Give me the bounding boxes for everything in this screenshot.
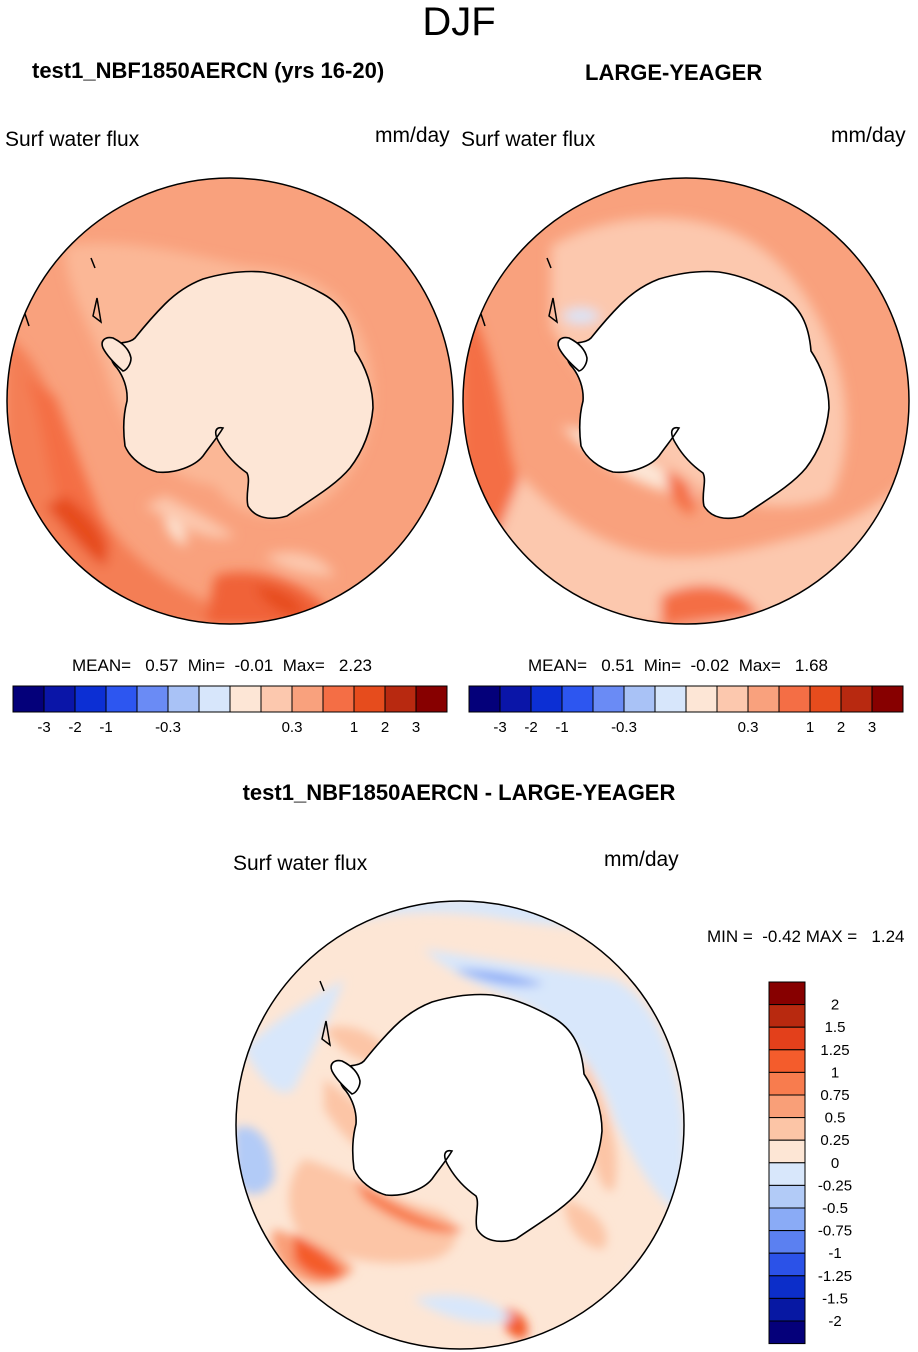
diff-colorbar-label: 0.75 — [820, 1087, 849, 1104]
panel1-colorbar-swatch — [167, 685, 200, 713]
panel1-colorbar-tick-label: 0.3 — [282, 719, 303, 736]
diff-colorbar-swatch — [768, 1071, 806, 1096]
diff-colorbar-label: -0.75 — [818, 1223, 852, 1240]
panel1-colorbar-swatch — [353, 685, 386, 713]
panel1-colorbar-swatch — [229, 685, 262, 713]
panel2-polar-map — [462, 177, 910, 625]
diff-colorbar-label: -1.25 — [818, 1268, 852, 1285]
diff-colorbar-swatch — [768, 1139, 806, 1164]
panel2-colorbar-swatch — [592, 685, 625, 713]
diff-colorbar-swatch — [768, 1320, 806, 1345]
panel2-colorbar-tick-label: 2 — [837, 719, 845, 736]
panel1-colorbar-tick-label: 1 — [350, 719, 358, 736]
diff-colorbar-label: 1.25 — [820, 1042, 849, 1059]
panel1-colorbar-swatch — [12, 685, 45, 713]
panel1-colorbar-tick-label: -2 — [68, 719, 81, 736]
diff-colorbar-swatch — [768, 981, 806, 1006]
panel2-colorbar-tick-label: 3 — [868, 719, 876, 736]
season-title: DJF — [422, 0, 496, 44]
panel2-colorbar-swatch — [561, 685, 594, 713]
panel1-colorbar-swatch — [43, 685, 76, 713]
diff-colorbar-swatch — [768, 1230, 806, 1254]
diff-colorbar-label: -1 — [828, 1245, 841, 1262]
panel1-colorbar: -3 -2 -1 -0.3 0.3 1 2 3 — [12, 685, 448, 736]
diff-minmax: MIN = -0.42 MAX = 1.24 — [707, 927, 905, 946]
panel1-stats: MEAN= 0.57 Min= -0.01 Max= 2.23 — [72, 656, 373, 675]
panel2-colorbar-tick-label: -2 — [524, 719, 537, 736]
diff-colorbar-label: 0 — [831, 1155, 839, 1172]
diff-colorbar-swatch — [768, 1297, 806, 1322]
panel2-colorbar-swatch — [685, 685, 718, 713]
panel2-title: LARGE-YEAGER — [585, 60, 763, 85]
panel2-colorbar-tick-label: 0.3 — [738, 719, 759, 736]
panel2-variable-label: Surf water flux — [461, 128, 596, 151]
diff-colorbar-label: 1 — [831, 1064, 839, 1081]
panel1-colorbar-tick-label: 3 — [412, 719, 420, 736]
diff-colorbar-label: -2 — [828, 1313, 841, 1330]
diff-colorbar: 2 1.5 1.25 1 0.75 0.5 0.25 0 -0.25 -0.5 -0.75 -1 -1.… — [768, 981, 852, 1345]
diff-colorbar-label: 0.5 — [825, 1110, 846, 1127]
panel1-colorbar-swatch — [260, 685, 293, 713]
diff-title: test1_NBF1850AERCN - LARGE-YEAGER — [242, 780, 676, 805]
panel2-units-label: mm/day — [831, 124, 906, 147]
panel1-colorbar-swatch — [291, 685, 324, 713]
panel2-colorbar-swatch — [840, 685, 873, 713]
panel2-colorbar-tick-label: -0.3 — [611, 719, 637, 736]
diff-colorbar-label: -0.25 — [818, 1177, 852, 1194]
panel2-colorbar-swatch — [623, 685, 656, 713]
panel1-units-label: mm/day — [375, 124, 450, 147]
panel1-colorbar-tick-label: 2 — [381, 719, 389, 736]
diff-colorbar-swatch — [768, 1162, 806, 1186]
panel1-colorbar-swatch — [136, 685, 169, 713]
diff-colorbar-label: -0.5 — [822, 1200, 848, 1217]
diff-colorbar-swatch — [768, 1207, 806, 1232]
panel1-colorbar-tick-label: -3 — [37, 719, 50, 736]
diff-colorbar-swatch — [768, 1117, 806, 1141]
panel2-stats: MEAN= 0.51 Min= -0.02 Max= 1.68 — [528, 656, 829, 675]
panel2-colorbar-tick-label: 1 — [806, 719, 814, 736]
diff-colorbar-swatch — [768, 1004, 806, 1028]
diff-colorbar-label: 0.25 — [820, 1132, 849, 1149]
panel2-colorbar-swatch — [778, 685, 811, 713]
diff-colorbar-label: 2 — [831, 997, 839, 1014]
panel2-colorbar: -3 -2 -1 -0.3 0.3 1 2 3 — [468, 685, 904, 736]
panel1-polar-map — [6, 177, 454, 625]
diff-polar-map — [235, 900, 685, 1350]
panel1-colorbar-swatch — [415, 685, 448, 713]
panel2-colorbar-swatch — [809, 685, 842, 713]
diff-colorbar-swatch — [768, 1184, 806, 1209]
panel2-colorbar-swatch — [747, 685, 780, 713]
panel2-colorbar-swatch — [654, 685, 687, 713]
diff-colorbar-swatch — [768, 1094, 806, 1119]
panel2-colorbar-swatch — [530, 685, 563, 713]
panel1-colorbar-swatch — [198, 685, 231, 713]
panel1-title: test1_NBF1850AERCN (yrs 16-20) — [32, 58, 385, 83]
panel1-colorbar-swatch — [322, 685, 355, 713]
panel2-colorbar-swatch — [871, 685, 904, 713]
panel1-colorbar-tick-label: -1 — [99, 719, 112, 736]
diff-units-label: mm/day — [604, 848, 679, 871]
diff-colorbar-swatch — [768, 1275, 806, 1299]
diff-colorbar-swatch — [768, 1252, 806, 1277]
panel2-colorbar-swatch — [468, 685, 501, 713]
diff-colorbar-label: 1.5 — [825, 1019, 846, 1036]
panel1-variable-label: Surf water flux — [5, 128, 140, 151]
panel2-colorbar-swatch — [499, 685, 532, 713]
panel1-colorbar-swatch — [384, 685, 417, 713]
diff-colorbar-swatch — [768, 1049, 806, 1073]
panel1-colorbar-tick-label: -0.3 — [155, 719, 181, 736]
panel2-colorbar-tick-label: -3 — [493, 719, 506, 736]
diff-colorbar-label: -1.5 — [822, 1290, 848, 1307]
diff-colorbar-swatch — [768, 1026, 806, 1051]
panel1-colorbar-swatch — [74, 685, 107, 713]
panel2-colorbar-tick-label: -1 — [555, 719, 568, 736]
panel1-colorbar-swatch — [105, 685, 138, 713]
panel2-colorbar-swatch — [716, 685, 749, 713]
diff-variable-label: Surf water flux — [233, 852, 368, 875]
